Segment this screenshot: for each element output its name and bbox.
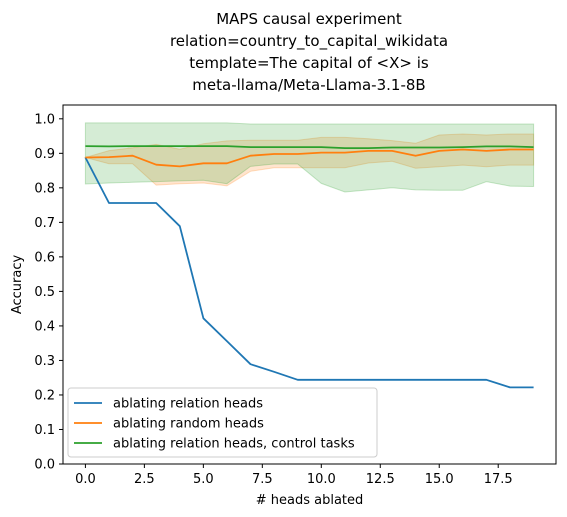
legend-label: ablating relation heads, control tasks [113,437,355,452]
x-tick-label: 17.5 [484,472,513,487]
legend: ablating relation heads ablating random h… [67,387,378,458]
y-tick-label: 0.0 [34,458,55,473]
y-axis-ticks: 0.0 0.1 0.2 0.3 0.4 0.5 0.6 0.7 0.8 0.9 1.0 [34,112,63,473]
confidence-bands [83,122,535,193]
y-tick-label: 0.3 [34,354,55,369]
chart-title: MAPS causal experiment relation=country_… [170,10,448,94]
y-tick-label: 1.0 [34,112,55,127]
y-tick-label: 0.1 [34,423,55,438]
y-tick-label: 0.2 [34,388,55,403]
y-tick-label: 0.4 [34,319,55,334]
title-line-1: MAPS causal experiment [216,10,402,28]
title-line-3: template=The capital of <X> is [189,54,429,72]
legend-box [67,387,378,458]
y-tick-label: 0.5 [34,285,55,300]
line-series-2 [85,145,534,150]
y-tick-label: 0.7 [34,216,55,231]
x-axis-ticks: 0.0 2.5 5.0 7.5 10.0 12.5 15.0 17.5 [75,464,513,487]
x-tick-label: 7.5 [252,472,273,487]
legend-label: ablating relation heads [113,397,263,412]
title-line-2: relation=country_to_capital_wikidata [170,32,448,51]
x-tick-label: 2.5 [134,472,155,487]
y-axis-label: Accuracy [10,255,25,315]
x-tick-label: 15.0 [425,472,454,487]
title-line-4: meta-llama/Meta-Llama-3.1-8B [192,76,425,94]
x-tick-label: 5.0 [193,472,214,487]
x-tick-label: 10.0 [307,472,336,487]
series-lines [84,145,534,389]
line-series-1 [85,148,534,168]
y-tick-label: 0.9 [34,147,55,162]
legend-label: ablating random heads [113,417,264,432]
band-series-2 [84,122,535,193]
plot-area-frame [62,104,557,465]
x-tick-label: 0.0 [75,472,96,487]
x-tick-label: 12.5 [366,472,395,487]
y-tick-label: 0.6 [34,250,55,265]
x-axis-label: # heads ablated [256,493,364,508]
y-tick-label: 0.8 [34,181,55,196]
line-series-0 [84,157,534,389]
